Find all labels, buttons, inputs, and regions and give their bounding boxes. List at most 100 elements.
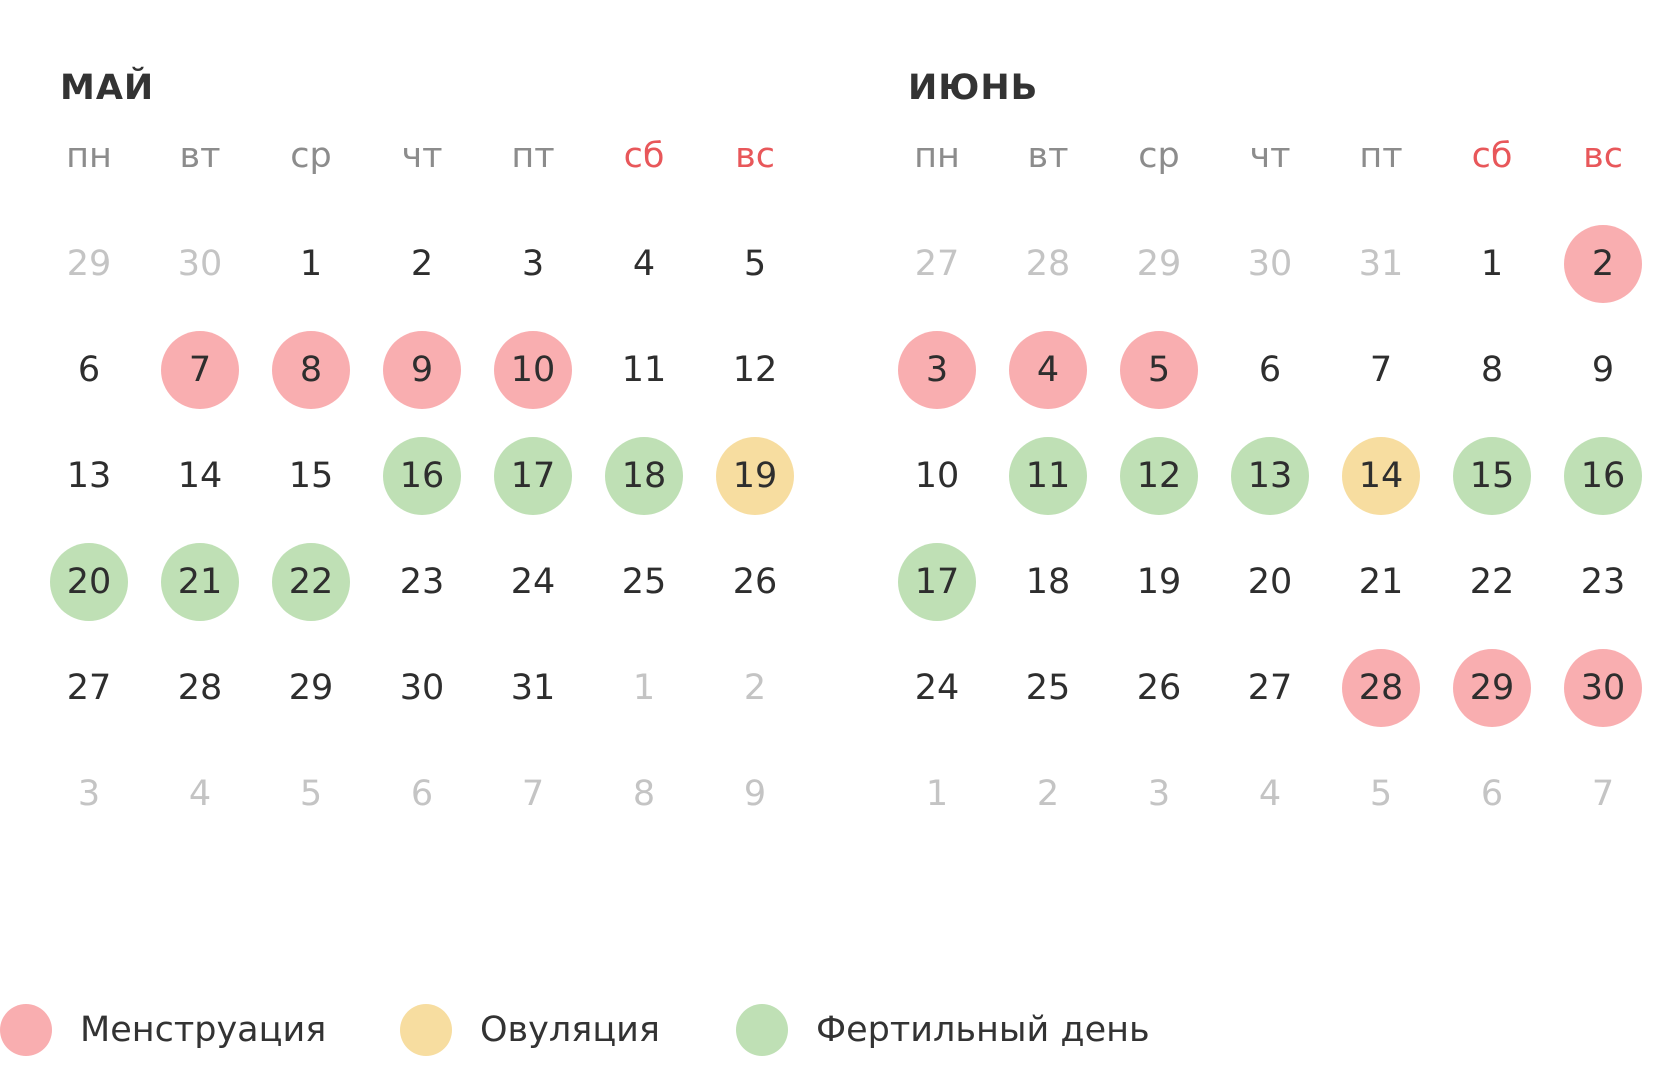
weekday-label: ср: [1138, 136, 1180, 176]
weekday-label: чт: [401, 136, 443, 176]
day-cell-ovulation[interactable]: 19: [716, 437, 794, 515]
day-cell[interactable]: 8: [1480, 350, 1504, 390]
day-cell-other-month[interactable]: 3: [77, 774, 101, 814]
day-cell[interactable]: 25: [621, 562, 667, 602]
day-cell[interactable]: 20: [1247, 562, 1293, 602]
day-cell[interactable]: 30: [399, 668, 445, 708]
day-cell[interactable]: 18: [1025, 562, 1071, 602]
weekday-label: пт: [511, 136, 555, 176]
day-cell-other-month[interactable]: 9: [743, 774, 767, 814]
day-cell[interactable]: 10: [914, 456, 960, 496]
day-cell-menstruation[interactable]: 30: [1564, 649, 1642, 727]
day-cell[interactable]: 6: [77, 350, 101, 390]
day-cell[interactable]: 6: [1258, 350, 1282, 390]
day-cell-menstruation[interactable]: 2: [1564, 225, 1642, 303]
legend-label: Овуляция: [480, 1010, 660, 1050]
day-cell-other-month[interactable]: 30: [1247, 244, 1293, 284]
weekday-label: чт: [1249, 136, 1291, 176]
day-cell[interactable]: 11: [621, 350, 667, 390]
day-cell[interactable]: 12: [732, 350, 778, 390]
day-cell-other-month[interactable]: 5: [299, 774, 323, 814]
day-cell[interactable]: 2: [410, 244, 434, 284]
day-cell-other-month[interactable]: 28: [1025, 244, 1071, 284]
day-cell-other-month[interactable]: 2: [1036, 774, 1060, 814]
day-cell-menstruation[interactable]: 10: [494, 331, 572, 409]
day-cell-menstruation[interactable]: 28: [1342, 649, 1420, 727]
legend-label: Менструация: [80, 1010, 327, 1050]
legend-label: Фертильный день: [816, 1010, 1150, 1050]
day-cell[interactable]: 5: [743, 244, 767, 284]
day-cell-ovulation[interactable]: 14: [1342, 437, 1420, 515]
day-cell-other-month[interactable]: 1: [925, 774, 949, 814]
day-cell[interactable]: 21: [1358, 562, 1404, 602]
day-cell-menstruation[interactable]: 5: [1120, 331, 1198, 409]
day-cell[interactable]: 23: [399, 562, 445, 602]
weekday-label: пт: [1359, 136, 1403, 176]
day-cell[interactable]: 3: [521, 244, 545, 284]
day-cell-fertile[interactable]: 15: [1453, 437, 1531, 515]
day-cell[interactable]: 19: [1136, 562, 1182, 602]
day-cell-fertile[interactable]: 18: [605, 437, 683, 515]
day-cell[interactable]: 27: [66, 668, 112, 708]
day-cell-menstruation[interactable]: 8: [272, 331, 350, 409]
ovulation-dot-icon: [400, 1004, 452, 1056]
weekday-label: пн: [66, 136, 112, 176]
day-cell[interactable]: 29: [288, 668, 334, 708]
day-cell-fertile[interactable]: 11: [1009, 437, 1087, 515]
day-cell[interactable]: 24: [510, 562, 556, 602]
day-cell[interactable]: 14: [177, 456, 223, 496]
weekday-label: ср: [290, 136, 332, 176]
day-cell[interactable]: 25: [1025, 668, 1071, 708]
day-cell-other-month[interactable]: 6: [1480, 774, 1504, 814]
day-cell[interactable]: 24: [914, 668, 960, 708]
day-cell-other-month[interactable]: 4: [1258, 774, 1282, 814]
day-cell[interactable]: 4: [632, 244, 656, 284]
day-cell-other-month[interactable]: 4: [188, 774, 212, 814]
day-cell[interactable]: 26: [732, 562, 778, 602]
day-cell-menstruation[interactable]: 29: [1453, 649, 1531, 727]
day-cell[interactable]: 1: [1480, 244, 1504, 284]
day-cell[interactable]: 28: [177, 668, 223, 708]
legend-item-ovulation: Овуляция: [400, 1000, 660, 1060]
day-cell[interactable]: 22: [1469, 562, 1515, 602]
day-cell-fertile[interactable]: 16: [1564, 437, 1642, 515]
day-cell-menstruation[interactable]: 3: [898, 331, 976, 409]
day-cell-fertile[interactable]: 22: [272, 543, 350, 621]
day-cell[interactable]: 7: [1369, 350, 1393, 390]
day-cell-menstruation[interactable]: 4: [1009, 331, 1087, 409]
day-cell-other-month[interactable]: 5: [1369, 774, 1393, 814]
day-cell-other-month[interactable]: 29: [1136, 244, 1182, 284]
day-cell-other-month[interactable]: 8: [632, 774, 656, 814]
day-cell[interactable]: 26: [1136, 668, 1182, 708]
day-cell-other-month[interactable]: 27: [914, 244, 960, 284]
day-cell[interactable]: 27: [1247, 668, 1293, 708]
month-title: МАЙ: [60, 68, 155, 108]
day-cell-other-month[interactable]: 29: [66, 244, 112, 284]
day-cell-other-month[interactable]: 30: [177, 244, 223, 284]
day-cell-other-month[interactable]: 7: [1591, 774, 1615, 814]
day-cell[interactable]: 9: [1591, 350, 1615, 390]
day-cell-fertile[interactable]: 12: [1120, 437, 1198, 515]
day-cell-fertile[interactable]: 21: [161, 543, 239, 621]
day-cell[interactable]: 23: [1580, 562, 1626, 602]
day-cell-other-month[interactable]: 7: [521, 774, 545, 814]
day-cell[interactable]: 15: [288, 456, 334, 496]
day-cell-fertile[interactable]: 20: [50, 543, 128, 621]
day-cell-other-month[interactable]: 6: [410, 774, 434, 814]
legend-item-fertile-day: Фертильный день: [736, 1000, 1150, 1060]
day-cell[interactable]: 31: [510, 668, 556, 708]
day-cell[interactable]: 1: [299, 244, 323, 284]
day-cell-fertile[interactable]: 13: [1231, 437, 1309, 515]
day-cell-menstruation[interactable]: 7: [161, 331, 239, 409]
day-cell[interactable]: 13: [66, 456, 112, 496]
day-cell-other-month[interactable]: 1: [632, 668, 656, 708]
weekday-label: вс: [735, 136, 775, 176]
day-cell-fertile[interactable]: 17: [494, 437, 572, 515]
day-cell-fertile[interactable]: 16: [383, 437, 461, 515]
day-cell-menstruation[interactable]: 9: [383, 331, 461, 409]
day-cell-fertile[interactable]: 17: [898, 543, 976, 621]
day-cell-other-month[interactable]: 3: [1147, 774, 1171, 814]
day-cell-other-month[interactable]: 31: [1358, 244, 1404, 284]
day-cell-other-month[interactable]: 2: [743, 668, 767, 708]
menstruation-dot-icon: [0, 1004, 52, 1056]
